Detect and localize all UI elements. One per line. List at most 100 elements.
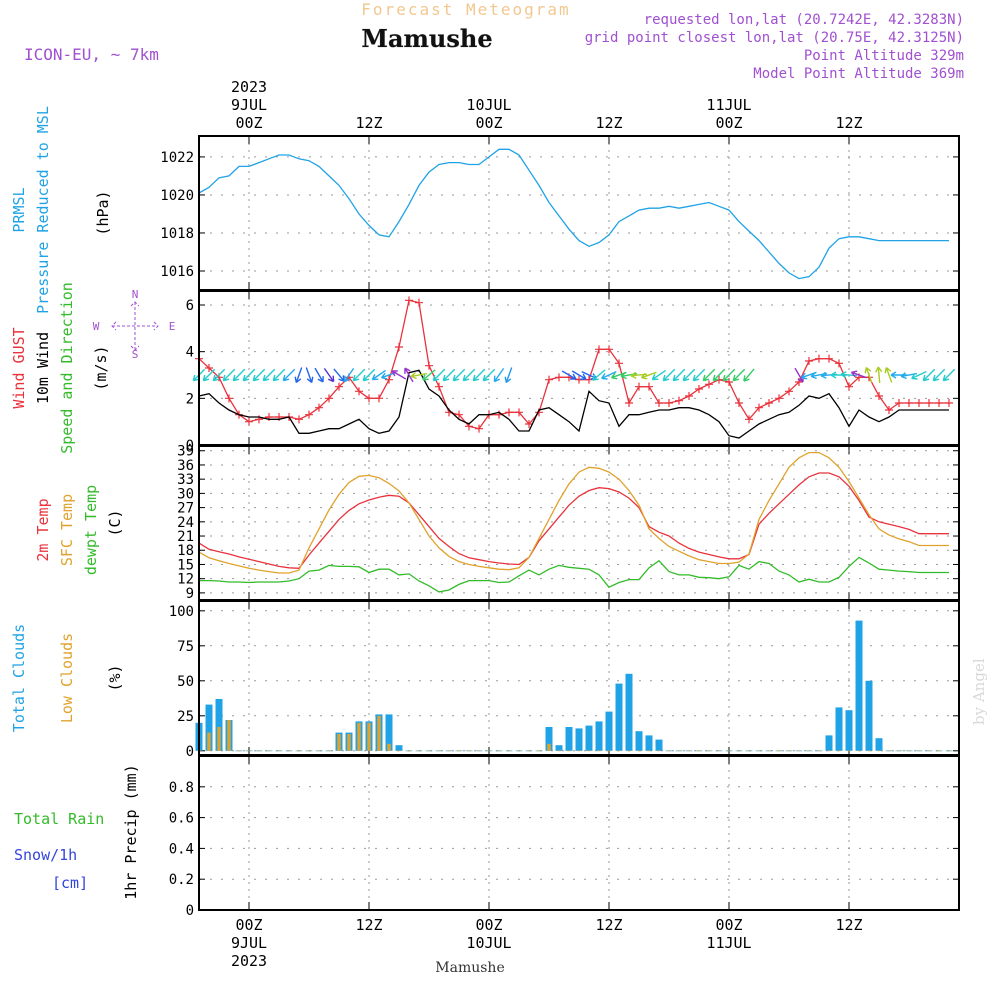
cloud-bar-0 [205, 704, 213, 751]
y-tick-label: 75 [177, 639, 194, 655]
bottom-tick-label: 00Z [475, 916, 502, 934]
cloud-bar-0 [575, 728, 583, 751]
cloud-bar-zero [487, 750, 491, 752]
cloud-bar-zero [607, 750, 611, 752]
wind-arrow [672, 368, 686, 382]
wind-arrow [932, 368, 946, 382]
cloud-bar-zero [527, 750, 531, 752]
gust-marker [655, 399, 663, 407]
pressure-label: PRMSL [10, 187, 28, 232]
top-tick-label: 12Z [355, 114, 382, 132]
gridpoint-coords: grid point closest lon,lat (20.75E, 42.3… [585, 30, 964, 46]
cloud-bar-zero [497, 750, 501, 752]
gust-marker [295, 415, 303, 424]
cloud-bar-zero [627, 750, 631, 752]
wind-arrow [911, 370, 927, 380]
cloud-bar-zero [927, 750, 931, 752]
cloud-bar-zero [567, 750, 571, 752]
gust-marker [245, 417, 253, 426]
bottom-tick-label: 00Z [715, 916, 742, 934]
wind-arrow [682, 368, 696, 382]
model-name: ICON-EU, ~ 7km [24, 45, 159, 64]
gust-marker [395, 343, 403, 351]
cloud-bar-zero [657, 750, 661, 752]
gust-marker [375, 394, 383, 403]
wind-arrow [462, 368, 476, 382]
panel-frame [198, 755, 960, 911]
wind-arrow [640, 371, 657, 380]
direction-label: Speed and Direction [58, 282, 76, 454]
cloud-bar-zero [517, 750, 521, 752]
top-date-label: 9JUL [231, 96, 267, 114]
cloud-bar-1 [217, 727, 221, 751]
wind-arrow [651, 369, 667, 381]
compass-west: W [93, 320, 100, 333]
cloud-bar-zero [897, 750, 901, 752]
y-tick-label: 33 [177, 472, 194, 488]
y-tick-label: 1016 [160, 264, 194, 280]
wind-arrow [294, 367, 303, 384]
cloud-bar-zero [697, 750, 701, 752]
wind-arrow [242, 368, 256, 382]
gust-marker [695, 385, 703, 393]
gust-marker [815, 354, 823, 363]
wind-arrow [692, 368, 706, 382]
y-tick-label: 50 [177, 674, 194, 690]
cloud-bar-zero [397, 750, 401, 752]
cloud-bar-zero [757, 750, 761, 752]
cloud-bar-0 [595, 721, 603, 751]
cloud-bar-zero [807, 750, 811, 752]
cloud-bar-zero [937, 750, 941, 752]
cloud-bar-zero [667, 750, 671, 752]
top-tick-label: 00Z [715, 114, 742, 132]
cloud-bar-zero [267, 750, 271, 752]
y-tick-label: 30 [177, 486, 194, 502]
gust-marker [835, 359, 843, 368]
y-tick-label: 1022 [160, 150, 194, 166]
wind-unit: (m/s) [92, 345, 110, 390]
cloud-bar-zero [687, 750, 691, 752]
gust-marker [765, 399, 773, 407]
gust-marker [875, 392, 883, 400]
cloud-bar-zero [407, 750, 411, 752]
y-tick-label: 21 [177, 529, 194, 545]
wind-arrow [262, 368, 276, 382]
wind-arrow [561, 370, 577, 380]
gust-marker [905, 399, 913, 407]
cloud-bar-1 [207, 732, 211, 751]
cloud-bar-zero [777, 750, 781, 752]
clouds-unit: (%) [106, 664, 124, 691]
rain-label: Total Rain [14, 810, 104, 828]
gust-marker [505, 408, 513, 417]
wind-arrow [472, 368, 486, 382]
cloud-bar-zero [617, 750, 621, 752]
y-tick-label: 15 [177, 557, 194, 573]
gust-marker [555, 373, 563, 382]
wind-arrow [202, 368, 216, 382]
cloud-bar-1 [337, 734, 341, 751]
wind-arrow [504, 367, 513, 384]
cloud-bar-zero [877, 750, 881, 752]
cloud-bar-zero [857, 750, 861, 752]
cloud-bar-zero [457, 750, 461, 752]
panel-frame [198, 135, 960, 291]
cloud-bar-0 [565, 727, 573, 751]
bottom-date-label: 11JUL [706, 934, 751, 952]
bottom-tick-label: 12Z [595, 916, 622, 934]
cloud-bar-zero [717, 750, 721, 752]
gust-marker [685, 392, 693, 400]
compass-rose [111, 301, 159, 351]
wind-arrow [323, 367, 335, 383]
wind-arrow [252, 368, 266, 382]
cloud-bar-zero [427, 750, 431, 752]
series-line-2 [199, 556, 949, 593]
cloud-bar-1 [387, 743, 391, 751]
cloud-bar-zero [747, 750, 751, 752]
cloud-bar-0 [845, 710, 853, 751]
location-title: Mamushe [361, 24, 492, 53]
gust-marker [755, 403, 763, 412]
cloud-bar-0 [615, 683, 623, 751]
wind-arrow [884, 366, 893, 383]
